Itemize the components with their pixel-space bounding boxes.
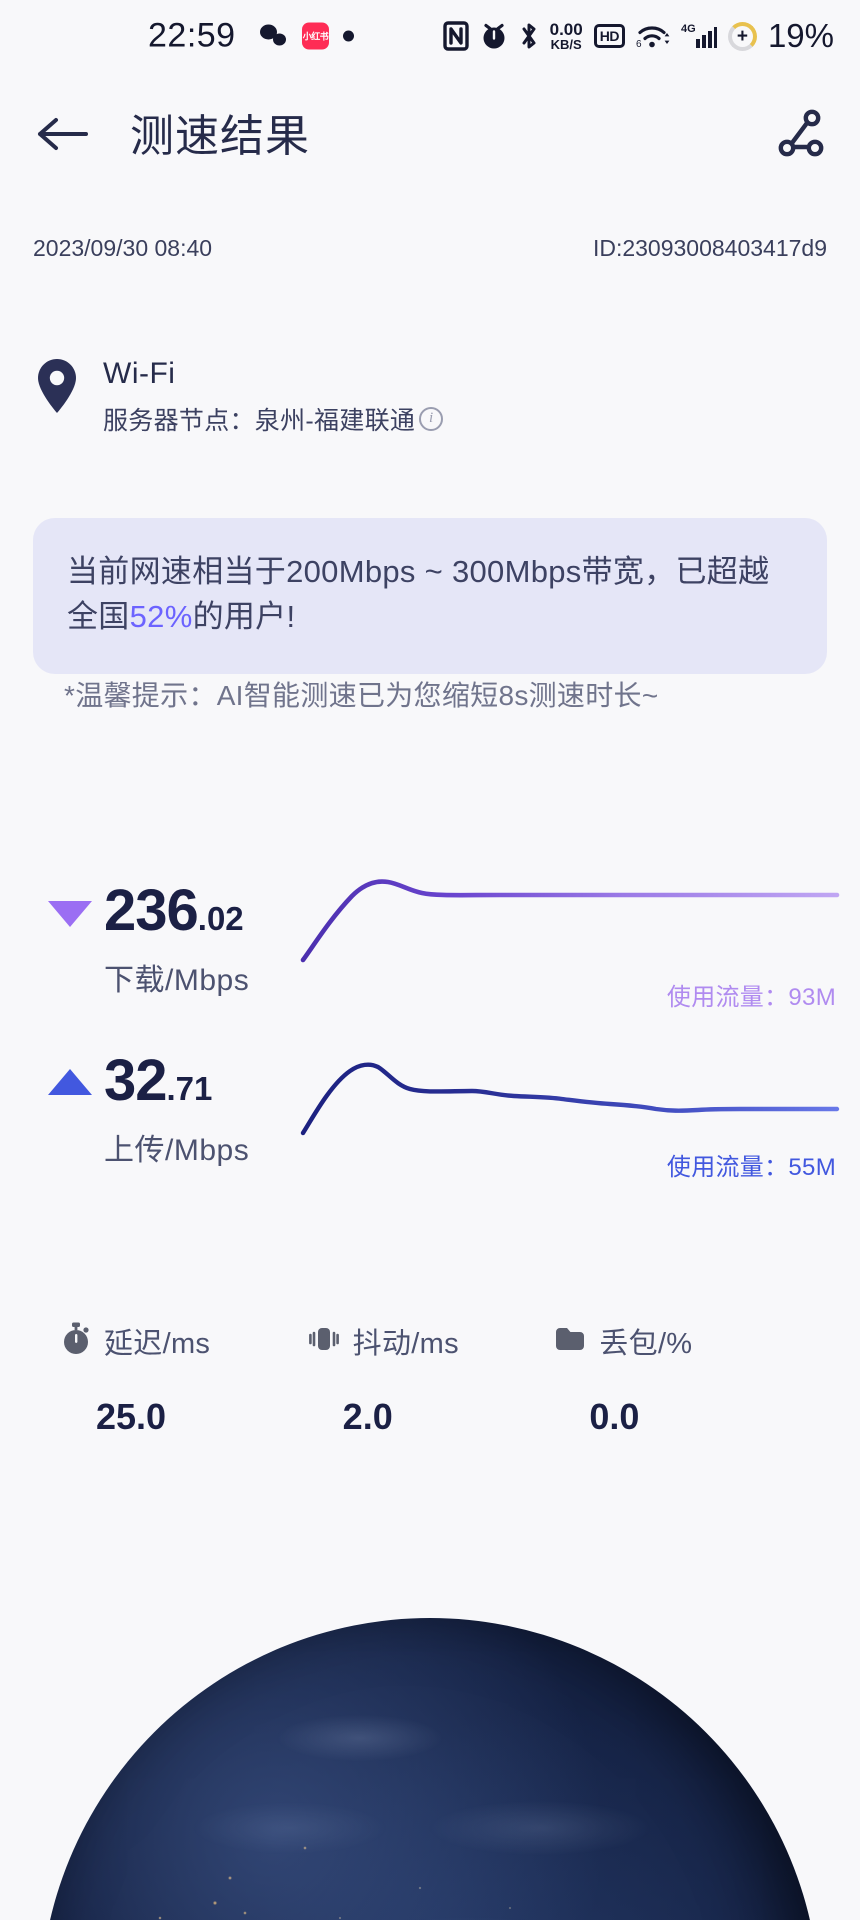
dot-icon: [343, 30, 354, 42]
network-info: Wi-Fi 服务器节点：泉州-福建联通 i: [33, 355, 444, 437]
location-pin-icon: [33, 355, 81, 417]
server-node-label: 服务器节点：泉州-福建联通: [103, 406, 416, 435]
download-traffic-value: 93M: [788, 984, 836, 1011]
app-header: 测速结果: [0, 82, 860, 182]
result-meta-row: 2023/09/30 08:40 ID:23093008403417d9: [0, 235, 860, 262]
metric-jitter-label: 抖动/ms: [352, 1328, 459, 1360]
share-nodes-icon: [778, 109, 824, 157]
download-speed-value: 236.02: [104, 877, 244, 944]
info-circle-icon[interactable]: i: [419, 406, 444, 431]
folder-icon: [553, 1324, 587, 1359]
wechat-icon: [260, 24, 288, 48]
result-datetime: 2023/09/30 08:40: [33, 235, 213, 261]
download-speed-row: 236.02 下载/Mbps 使用流量：9: [0, 855, 860, 1025]
metric-latency-value: 25.0: [96, 1396, 167, 1437]
status-system-icons: 0.00 KB/S HD 6 4G: [442, 17, 834, 55]
metric-packetloss-label: 丢包/%: [599, 1328, 693, 1360]
download-speed-section: 236.02 下载/Mbps 使用流量：9: [0, 855, 860, 1025]
result-id: ID:23093008403417d9: [592, 235, 827, 261]
status-notification-icons: 小红书: [260, 22, 354, 50]
upload-traffic: 使用流量：55M: [667, 1147, 836, 1182]
metric-jitter-value: 2.0: [342, 1396, 393, 1437]
battery-percent: 19%: [767, 17, 834, 54]
upload-speed-section: 32.71 上传/Mbps 使用流量：55: [0, 1025, 860, 1195]
upload-speed-value: 32.71: [104, 1047, 212, 1114]
globe-city-lights: [40, 1618, 820, 1920]
xiaohongshu-icon: 小红书: [302, 22, 329, 50]
back-button[interactable]: [26, 98, 98, 170]
wifi-icon: 6: [636, 22, 670, 50]
banner-text-before: 当前网速相当于200Mbps ~ 300Mbps带宽，已超越全国: [67, 554, 770, 634]
data-speed-value: 0.00: [549, 19, 583, 39]
download-chart: [300, 863, 840, 973]
upload-speed-dec: .71: [166, 1070, 213, 1107]
server-node-row[interactable]: 服务器节点：泉州-福建联通 i: [103, 401, 444, 437]
status-bar: 22:59 小红书 0.00 KB/S HD: [0, 0, 860, 72]
download-speed-label: 下载/Mbps: [104, 964, 250, 997]
data-speed-unit: KB/S: [550, 37, 582, 53]
hd-icon: HD: [593, 24, 625, 48]
metric-jitter: 抖动/ms 2.0: [307, 1320, 554, 1438]
upload-speed-label: 上传/Mbps: [104, 1134, 250, 1167]
download-speed-dec: .02: [197, 900, 244, 937]
metric-latency: 延迟/ms 25.0: [60, 1320, 307, 1438]
metrics-row: 延迟/ms 25.0 抖动/ms 2.0: [0, 1320, 860, 1438]
metric-packetloss-value: 0.0: [589, 1396, 640, 1437]
svg-text:4G: 4G: [681, 23, 696, 35]
data-speed-icon: 0.00 KB/S: [550, 21, 583, 52]
upload-traffic-label: 使用流量：: [666, 1154, 789, 1181]
share-button[interactable]: [764, 98, 836, 170]
metric-latency-label: 延迟/ms: [104, 1328, 211, 1360]
banner-text-after: 的用户!: [192, 598, 296, 634]
nfc-icon: [442, 21, 469, 51]
download-traffic: 使用流量：93M: [667, 977, 836, 1012]
stopwatch-icon: [60, 1322, 92, 1361]
tip-text: *温馨提示：AI智能测速已为您缩短8s测速时长~: [64, 680, 659, 711]
earth-night-image: [0, 1600, 860, 1920]
download-traffic-label: 使用流量：: [666, 984, 789, 1011]
globe-sphere: [40, 1618, 820, 1920]
triangle-down-icon: [48, 901, 92, 927]
triangle-up-icon: [48, 1069, 92, 1095]
arrow-left-icon: [38, 118, 88, 150]
upload-traffic-value: 55M: [788, 1154, 836, 1181]
alarm-icon: [480, 21, 508, 51]
cellular-signal-icon: 4G: [681, 21, 717, 51]
upload-chart: [300, 1033, 840, 1143]
result-summary-banner: 当前网速相当于200Mbps ~ 300Mbps带宽，已超越全国52%的用户!: [33, 518, 827, 674]
download-speed-int: 236: [104, 878, 199, 943]
battery-icon: [727, 21, 757, 51]
status-time: 22:59: [148, 16, 236, 55]
bluetooth-icon: [519, 21, 539, 51]
banner-percentile: 52%: [129, 598, 193, 634]
page-title: 测速结果: [130, 112, 310, 161]
network-type-label: Wi-Fi: [103, 357, 176, 390]
upload-speed-int: 32: [104, 1048, 168, 1113]
upload-speed-row: 32.71 上传/Mbps 使用流量：55: [0, 1025, 860, 1195]
svg-text:6: 6: [636, 39, 642, 50]
metric-packetloss: 丢包/% 0.0: [553, 1320, 800, 1438]
vibration-icon: [307, 1322, 341, 1361]
